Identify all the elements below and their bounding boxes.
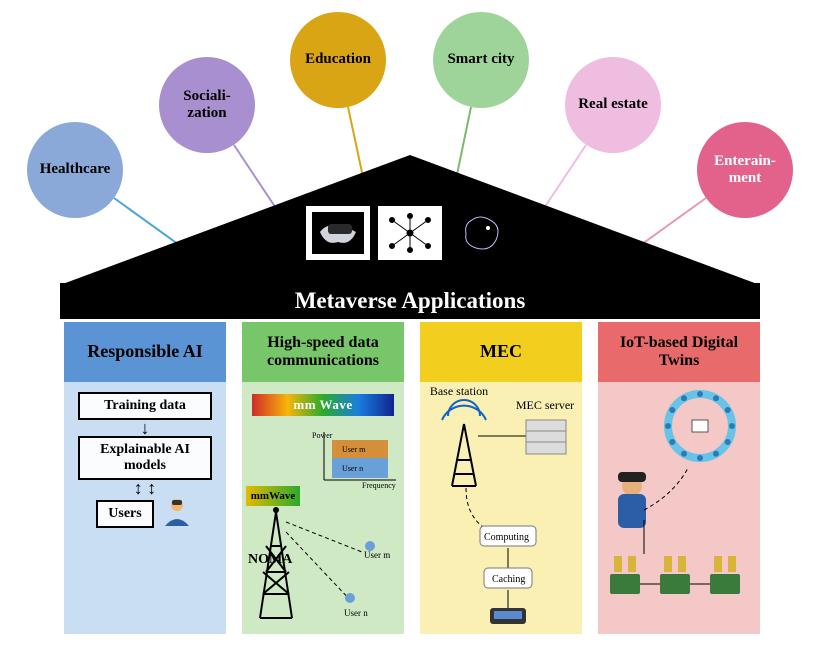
app-circle-entertainment: Enterain-ment — [697, 122, 793, 218]
app-circle-socialization: Sociali-zation — [159, 57, 255, 153]
noma-label: NOMA — [248, 552, 292, 568]
pillar-body-iot-digital-twins — [598, 382, 760, 634]
pillar-high-speed-comm: High-speed data communicationsmm WavePow… — [242, 322, 404, 634]
pillar-mec: MEC Computing Caching Base station MEC se… — [420, 322, 582, 634]
app-label-smart-city: Smart city — [447, 51, 514, 68]
svg-text:Computing: Computing — [484, 532, 529, 543]
app-label-real-estate: Real estate — [578, 96, 648, 113]
app-circle-education: Education — [290, 12, 386, 108]
pillar-header-responsible-ai: Responsible AI — [64, 322, 226, 382]
users-row: Users — [70, 494, 220, 533]
app-label-socialization: Sociali-zation — [183, 88, 231, 123]
vr-headset-icon — [306, 206, 370, 260]
base-station-label: Base station — [424, 384, 494, 399]
user-avatar-icon — [160, 494, 194, 533]
explainable-ai-box: Explainable AI models — [78, 436, 212, 480]
roof-icon-row — [300, 206, 520, 266]
pillar-header-iot-digital-twins: IoT-based Digital Twins — [598, 322, 760, 382]
pillar-responsible-ai: Responsible AI Training data ↓ Explainable … — [64, 322, 226, 634]
users-box: Users — [96, 500, 153, 528]
pillar-iot-digital-twins: IoT-based Digital Twins — [598, 322, 760, 634]
pillar-body-responsible-ai: Training data ↓ Explainable AI models ↕ ↕ Us… — [64, 382, 226, 634]
arrow-updown-icon: ↕ ↕ — [70, 482, 220, 494]
app-label-education: Education — [305, 51, 371, 68]
mec-server-label: MEC server — [512, 398, 578, 413]
pillar-body-high-speed-comm: mm WavePowerUser mUser nFrequencymmWaveU… — [242, 382, 404, 634]
app-label-entertainment: Enterain-ment — [714, 153, 776, 188]
app-circle-real-estate: Real estate — [565, 57, 661, 153]
brain-icon — [450, 206, 514, 260]
roof-title: Metaverse Applications — [60, 283, 760, 319]
app-label-healthcare: Healthcare — [40, 161, 111, 178]
svg-text:User m: User m — [364, 550, 390, 560]
pillar-header-mec: MEC — [420, 322, 582, 382]
svg-text:User n: User n — [344, 608, 368, 618]
network-graph-icon — [378, 206, 442, 260]
training-data-box: Training data — [78, 392, 212, 420]
app-circle-healthcare: Healthcare — [27, 122, 123, 218]
pillar-body-mec: Computing Caching Base station MEC server — [420, 382, 582, 634]
svg-text:Caching: Caching — [492, 574, 525, 585]
pillar-header-high-speed-comm: High-speed data communications — [242, 322, 404, 382]
app-circle-smart-city: Smart city — [433, 12, 529, 108]
arrow-down-icon: ↓ — [70, 422, 220, 434]
diagram-stage: Metaverse Applications Healthcare Sociali-… — [0, 0, 820, 647]
